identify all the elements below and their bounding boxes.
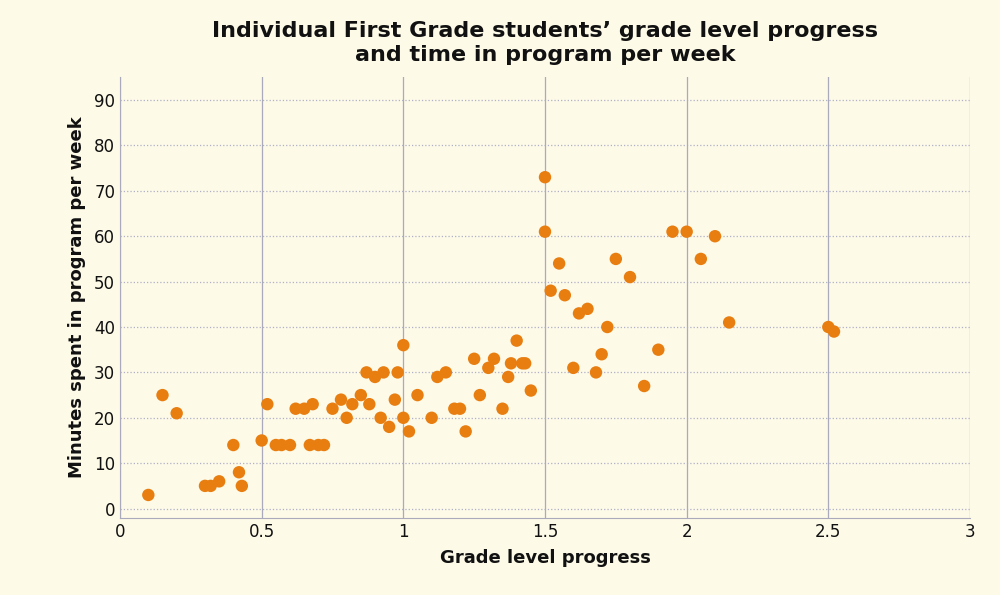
Point <box>395 413 411 422</box>
Point <box>387 395 403 405</box>
Point <box>211 477 227 486</box>
Point <box>296 404 312 414</box>
Point <box>438 368 454 377</box>
Point <box>557 290 573 300</box>
Point <box>480 363 496 372</box>
Point <box>254 436 270 445</box>
Point <box>509 336 525 345</box>
Point <box>225 440 241 450</box>
Point <box>344 399 360 409</box>
Point <box>551 259 567 268</box>
Point <box>169 409 185 418</box>
Point <box>588 368 604 377</box>
Point <box>401 427 417 436</box>
Point <box>203 481 219 491</box>
Point <box>274 440 290 450</box>
Point <box>452 404 468 414</box>
Point <box>514 359 530 368</box>
Point <box>679 227 695 236</box>
Point <box>390 368 406 377</box>
Point <box>197 481 213 491</box>
Point <box>234 481 250 491</box>
Point <box>571 309 587 318</box>
Point <box>622 273 638 282</box>
Point <box>707 231 723 241</box>
Point <box>410 390 426 400</box>
Point <box>650 345 666 355</box>
Point <box>537 227 553 236</box>
Point <box>305 399 321 409</box>
Point <box>282 440 298 450</box>
Point <box>361 399 377 409</box>
Point <box>310 440 326 450</box>
Point <box>324 404 340 414</box>
Point <box>446 404 462 414</box>
Point <box>565 363 581 372</box>
Point <box>580 304 596 314</box>
Point <box>537 173 553 182</box>
Y-axis label: Minutes spent in program per week: Minutes spent in program per week <box>68 117 86 478</box>
Point <box>472 390 488 400</box>
Point <box>395 340 411 350</box>
Point <box>353 390 369 400</box>
Point <box>486 354 502 364</box>
Point <box>373 413 389 422</box>
Title: Individual First Grade students’ grade level progress
and time in program per we: Individual First Grade students’ grade l… <box>212 21 878 65</box>
Point <box>820 322 836 332</box>
Point <box>608 254 624 264</box>
Point <box>358 368 374 377</box>
X-axis label: Grade level progress: Grade level progress <box>440 549 650 567</box>
Point <box>636 381 652 391</box>
Point <box>721 318 737 327</box>
Point <box>259 399 275 409</box>
Point <box>594 349 610 359</box>
Point <box>500 372 516 382</box>
Point <box>429 372 445 382</box>
Point <box>302 440 318 450</box>
Point <box>154 390 170 400</box>
Point <box>517 359 533 368</box>
Point <box>458 427 474 436</box>
Point <box>495 404 511 414</box>
Point <box>599 322 615 332</box>
Point <box>424 413 440 422</box>
Point <box>288 404 304 414</box>
Point <box>376 368 392 377</box>
Point <box>140 490 156 500</box>
Point <box>466 354 482 364</box>
Point <box>316 440 332 450</box>
Point <box>381 422 397 431</box>
Point <box>333 395 349 405</box>
Point <box>503 359 519 368</box>
Point <box>523 386 539 395</box>
Point <box>543 286 559 296</box>
Point <box>693 254 709 264</box>
Point <box>826 327 842 336</box>
Point <box>268 440 284 450</box>
Point <box>231 468 247 477</box>
Point <box>367 372 383 382</box>
Point <box>664 227 680 236</box>
Point <box>339 413 355 422</box>
